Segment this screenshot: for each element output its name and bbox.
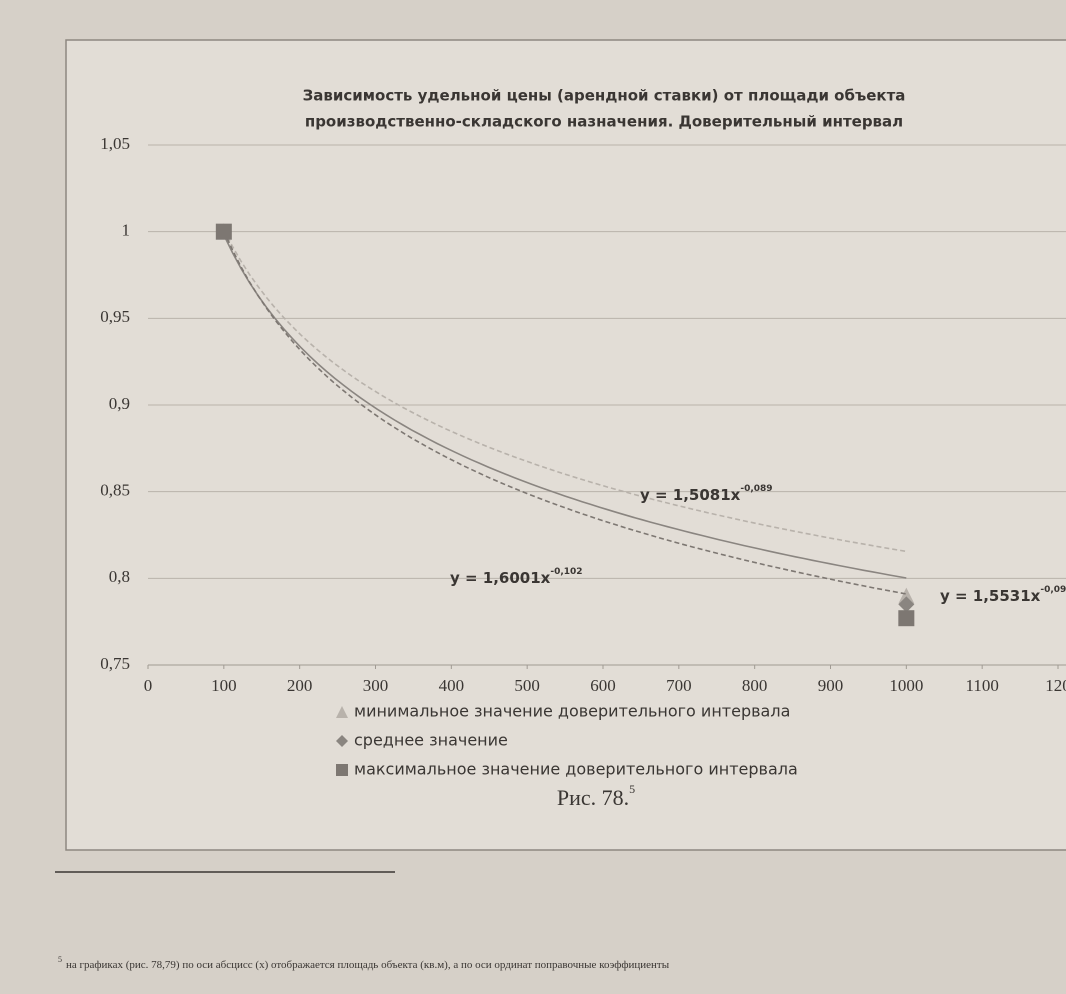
y-tick-label: 0,9	[109, 394, 130, 413]
x-tick-label: 600	[590, 676, 616, 695]
x-tick-label: 100	[211, 676, 237, 695]
legend-label: минимальное значение доверительного инте…	[354, 702, 790, 721]
chart: Зависимость удельной цены (арендной став…	[0, 0, 1066, 994]
marker-square	[216, 224, 232, 240]
caption-text: Рис. 78.	[557, 785, 629, 810]
legend-label: среднее значение	[354, 731, 508, 750]
chart-frame	[66, 40, 1066, 850]
exponent: -0,096	[1040, 585, 1066, 595]
footnote-mark: 5	[58, 955, 62, 964]
x-tick-label: 0	[144, 676, 153, 695]
x-tick-label: 1100	[965, 676, 998, 695]
x-tick-label: 120	[1045, 676, 1066, 695]
x-tick-label: 900	[818, 676, 844, 695]
exponent: -0,102	[550, 567, 582, 577]
equation: y = 1,5531x	[940, 587, 1041, 605]
marker-square	[336, 764, 348, 776]
y-tick-label: 0,8	[109, 567, 130, 586]
caption-note: 5	[629, 782, 635, 796]
x-tick-label: 200	[287, 676, 313, 695]
x-tick-label: 1000	[889, 676, 923, 695]
equation: y = 1,6001x	[450, 569, 551, 587]
chart-title: Зависимость удельной цены (арендной став…	[303, 87, 906, 105]
y-tick-label: 0,85	[100, 481, 130, 500]
footnote-text: на графиках (рис. 78,79) по оси абсцисс …	[66, 959, 670, 971]
caption: Рис. 78.5	[557, 782, 635, 810]
page: Зависимость удельной цены (арендной став…	[0, 0, 1066, 994]
x-tick-label: 300	[363, 676, 389, 695]
y-tick-label: 1	[122, 221, 131, 240]
chart-title: производственно-складского назначения. Д…	[305, 113, 903, 131]
y-tick-label: 0,75	[100, 654, 130, 673]
exponent: -0,089	[740, 484, 772, 494]
y-tick-label: 0,95	[100, 307, 130, 326]
equation: y = 1,5081x	[640, 486, 741, 504]
x-tick-label: 400	[439, 676, 465, 695]
y-tick-label: 1,05	[100, 134, 130, 153]
x-tick-label: 800	[742, 676, 768, 695]
x-tick-label: 700	[666, 676, 692, 695]
marker-square	[898, 610, 914, 626]
x-tick-label: 500	[514, 676, 540, 695]
legend-label: максимальное значение доверительного инт…	[354, 760, 798, 779]
